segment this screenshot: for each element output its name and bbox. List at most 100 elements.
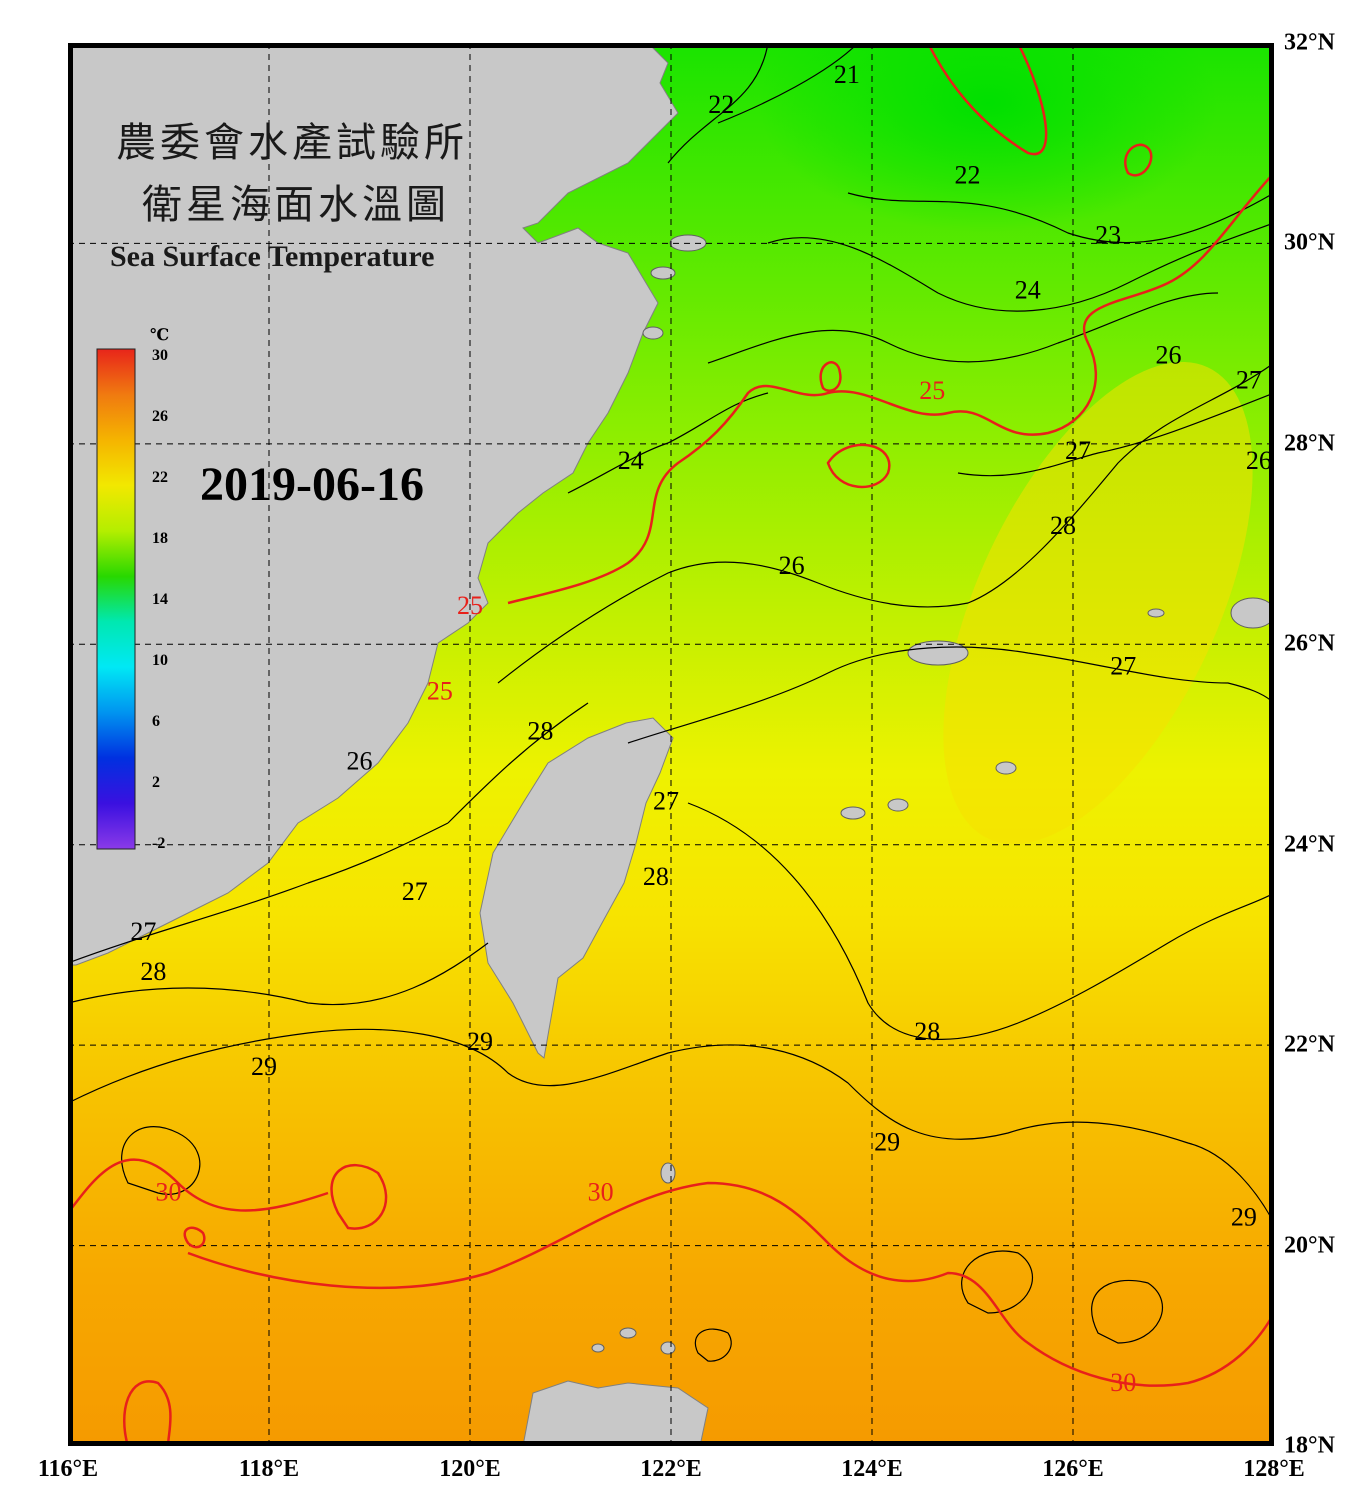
contour-label: 26 xyxy=(779,551,805,580)
longitude-label: 118°E xyxy=(238,1456,300,1482)
isotherm-27-mid xyxy=(627,646,1275,744)
longitude-label: 124°E xyxy=(841,1456,903,1482)
kuroshio-warm-tongue xyxy=(943,361,1253,845)
contour-label: 27 xyxy=(402,877,428,906)
grid-lines xyxy=(68,43,1274,1446)
latitude-label: 30°N xyxy=(1284,229,1335,256)
isotherm-30-red-west xyxy=(67,1158,329,1214)
isotherm-23 xyxy=(767,222,1275,312)
colorbar-tick-label: 14 xyxy=(152,591,168,608)
isotherm-21 xyxy=(717,42,859,124)
colorbar-tick-label: 18 xyxy=(152,530,168,547)
cold-water-core xyxy=(758,0,1218,233)
isotherm-29-west xyxy=(67,1028,1275,1224)
taiwan-island xyxy=(479,717,674,1059)
contour-label: 27 xyxy=(653,787,679,816)
longitude-label: 122°E xyxy=(640,1456,702,1482)
contour-label: 24 xyxy=(618,446,644,475)
isotherm-30-red-ring xyxy=(183,1226,206,1249)
contour-label: 23 xyxy=(1095,220,1121,249)
isotherm-25-red-small xyxy=(819,361,842,392)
isotherm-22-north xyxy=(667,42,769,164)
isotherm-30-red-south xyxy=(187,1181,1276,1387)
isotherm-28-taiwan xyxy=(447,702,589,824)
isotherm-30-red-loop xyxy=(330,1163,388,1230)
longitude-label: 128°E xyxy=(1243,1456,1305,1482)
latitude-label: 20°N xyxy=(1284,1232,1335,1259)
contour-label: 27 xyxy=(130,917,156,946)
isotherm-lines xyxy=(67,42,1276,1447)
longitude-label: 120°E xyxy=(439,1456,501,1482)
contour-label: 26 xyxy=(1246,446,1272,475)
isotherm-27-east xyxy=(957,392,1275,477)
isotherm-29-ring-east xyxy=(1091,1279,1163,1344)
isotherm-27-coast xyxy=(67,822,449,964)
map-canvas: 21 22 22 23 24 26 25 27 27 26 24 28 26 25 27 25 28 26 27 28… xyxy=(67,0,1276,1447)
latitude-label: 18°N xyxy=(1284,1432,1335,1459)
luzon-island xyxy=(522,1380,709,1447)
latitude-label: 32°N xyxy=(1284,29,1335,56)
contour-label: 26 xyxy=(346,747,372,776)
isotherm-25-red-eddy xyxy=(826,443,891,489)
isotherm-20-red xyxy=(926,42,1048,156)
latitude-label: 24°N xyxy=(1284,831,1335,858)
isotherm-29-loop xyxy=(121,1126,201,1195)
contour-label: 28 xyxy=(643,862,669,891)
colorbar-tick-label: 22 xyxy=(152,469,168,486)
contour-label: 27 xyxy=(1110,651,1136,680)
colorbar-gradient xyxy=(96,348,136,850)
isotherm-20-red-loop xyxy=(1124,143,1153,177)
contour-label: 25 xyxy=(457,591,483,620)
map-date: 2019-06-16 xyxy=(200,458,424,511)
contour-label: 27 xyxy=(1065,436,1091,465)
title-product: 衛星海面水溫圖 xyxy=(142,182,450,227)
contour-label: 26 xyxy=(1155,341,1181,370)
contour-label: 24 xyxy=(1015,276,1041,305)
contour-label: 25 xyxy=(427,676,453,705)
title-block: 農委會水產試驗所 衛星海面水溫圖 Sea Surface Temperature xyxy=(110,120,468,273)
contour-label: 30 xyxy=(1110,1368,1136,1397)
contour-label: 27 xyxy=(1236,366,1262,395)
isotherm-29-ring-small xyxy=(694,1328,732,1362)
contour-label: 25 xyxy=(919,376,945,405)
contour-label: 28 xyxy=(527,716,553,745)
contour-label: 30 xyxy=(588,1177,614,1206)
contour-label: 29 xyxy=(1231,1203,1257,1232)
title-organization: 農委會水產試驗所 xyxy=(116,120,468,165)
contour-label: 28 xyxy=(914,1017,940,1046)
colorbar-unit: ℃ xyxy=(150,327,169,344)
isotherm-30-red-bottom xyxy=(123,1380,172,1447)
isotherm-24-north xyxy=(707,292,1219,364)
longitude-label: 116°E xyxy=(37,1456,99,1482)
contour-labels: 21 22 22 23 24 26 25 27 27 26 24 28 26 25 27 25 28 26 27 28… xyxy=(130,60,1272,1397)
colorbar-tick-label: 26 xyxy=(152,408,168,425)
latitude-label: 22°N xyxy=(1284,1031,1335,1058)
isotherm-26 xyxy=(497,362,1275,684)
colorbar-tick-label: 2 xyxy=(152,774,160,791)
contour-label: 28 xyxy=(140,957,166,986)
latitude-label: 28°N xyxy=(1284,430,1335,457)
colorbar-ticks: 30 26 22 18 14 10 6 2 -2 xyxy=(152,347,168,852)
contour-label: 29 xyxy=(467,1027,493,1056)
map-border xyxy=(67,42,1275,1447)
sst-map: 21 22 22 23 24 26 25 27 27 26 24 28 26 25 27 25 28 26 27 28… xyxy=(67,0,1276,1447)
colorbar-tick-label: 30 xyxy=(152,347,168,364)
contour-label: 28 xyxy=(1050,511,1076,540)
contour-label: 29 xyxy=(874,1127,900,1156)
title-english: Sea Surface Temperature xyxy=(110,240,434,273)
colorbar: ℃ 30 26 22 18 14 10 6 2 -2 xyxy=(96,327,169,852)
colorbar-tick-label: -2 xyxy=(152,835,165,852)
contour-label: 22 xyxy=(954,160,980,189)
longitude-label: 126°E xyxy=(1042,1456,1104,1482)
isotherm-25-red xyxy=(507,172,1275,605)
contour-label: 29 xyxy=(251,1052,277,1081)
contour-label: 30 xyxy=(156,1177,182,1206)
isotherm-28-south xyxy=(67,942,489,1006)
colorbar-tick-label: 10 xyxy=(152,652,168,669)
isotherm-28-east xyxy=(687,802,1275,1040)
latitude-label: 26°N xyxy=(1284,630,1335,657)
contour-label: 22 xyxy=(708,90,734,119)
isotherm-24-south xyxy=(567,392,769,494)
china-mainland xyxy=(67,42,679,966)
contour-label: 21 xyxy=(834,60,860,89)
